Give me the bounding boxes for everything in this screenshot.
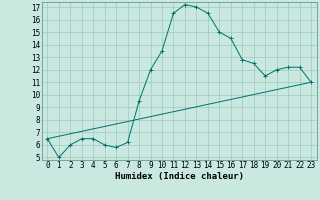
X-axis label: Humidex (Indice chaleur): Humidex (Indice chaleur) bbox=[115, 172, 244, 181]
